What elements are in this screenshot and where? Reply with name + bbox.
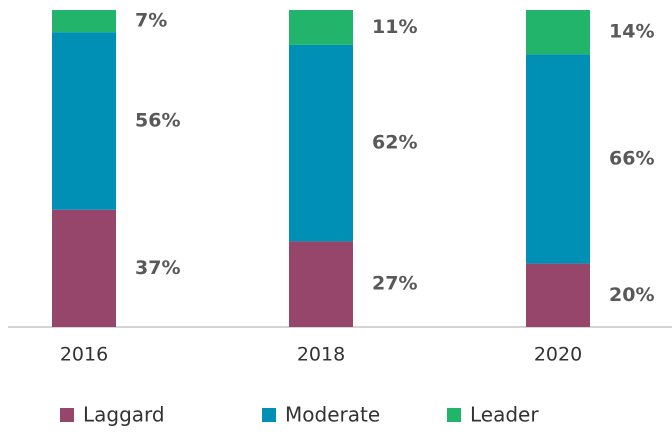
value-label: 7% [135, 10, 167, 32]
value-label: 14% [609, 21, 654, 43]
value-label: 62% [372, 132, 417, 154]
legend-label: Moderate [285, 403, 380, 427]
legend-label: Laggard [83, 403, 165, 427]
legend-swatch [447, 408, 461, 422]
legend-label: Leader [470, 403, 539, 427]
bar-segment [289, 10, 353, 45]
legend-swatch [60, 408, 74, 422]
bar-segment [52, 209, 116, 327]
bar-segment [52, 32, 116, 210]
x-tick-label: 2020 [534, 344, 582, 366]
x-tick-label: 2016 [60, 344, 108, 366]
x-tick-label: 2018 [297, 344, 345, 366]
bar-segment [289, 241, 353, 327]
value-label: 37% [135, 257, 180, 279]
value-label: 27% [372, 273, 417, 295]
value-label: 11% [372, 16, 417, 38]
bar-segment [526, 54, 590, 264]
legend-swatch [262, 408, 276, 422]
bar-segment [52, 10, 116, 33]
value-label: 56% [135, 109, 180, 131]
value-label: 20% [609, 284, 654, 306]
value-label: 66% [609, 147, 654, 169]
bar-segment [289, 44, 353, 242]
bar-segment [526, 263, 590, 327]
bar-segment [526, 10, 590, 55]
